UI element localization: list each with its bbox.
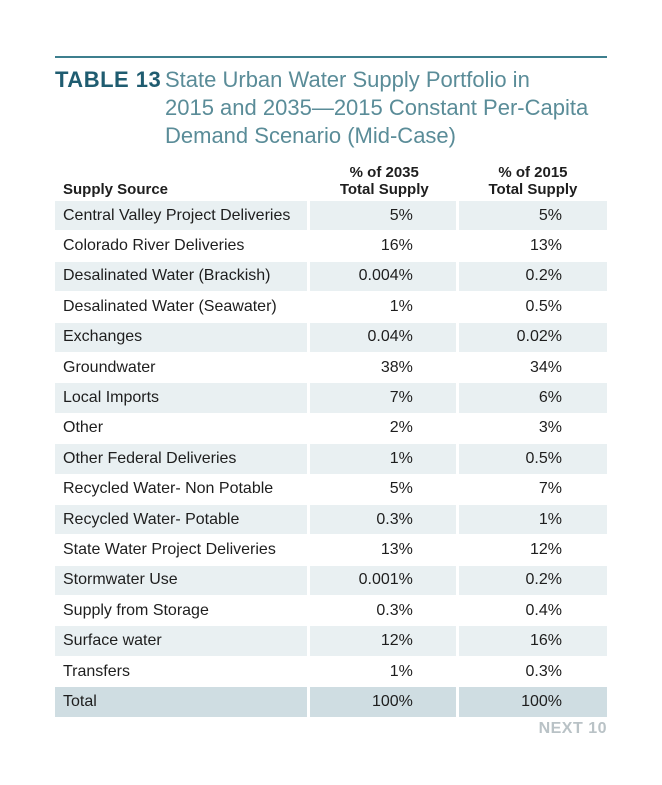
cell-pct-2015: 3%: [458, 414, 607, 445]
cell-supply-source: Recycled Water- Potable: [55, 504, 310, 536]
header-supply-source: Supply Source: [63, 181, 169, 198]
cell-pct-2035: 1%: [309, 656, 459, 688]
header-pct-2015-line2: Total Supply: [488, 181, 578, 198]
top-rule: [55, 56, 607, 58]
table-header-row: Supply Source % of 2035 Total Supply % o…: [55, 160, 607, 201]
cell-pct-2015: 0.02%: [458, 322, 607, 353]
table-row: Other 2% 3%: [55, 413, 607, 445]
header-pct-2035-line1: % of 2035: [349, 164, 419, 181]
header-pct-2015: % of 2015 Total Supply: [459, 160, 607, 201]
table-row: Desalinated Water (Brackish) 0.004% 0.2%: [55, 261, 607, 293]
cell-pct-2035: 7%: [309, 383, 459, 414]
table-row: Supply from Storage 0.3% 0.4%: [55, 596, 607, 627]
cell-pct-2015: 16%: [458, 626, 607, 657]
cell-supply-source: Central Valley Project Deliveries: [55, 201, 310, 232]
cell-pct-2015: 0.3%: [458, 657, 607, 688]
cell-pct-2035: 1%: [309, 292, 459, 323]
cell-pct-2035: 38%: [309, 352, 459, 384]
cell-pct-2015: 5%: [458, 201, 607, 232]
cell-pct-2035: 12%: [309, 626, 459, 657]
cell-pct-2035: 0.001%: [309, 565, 459, 597]
cell-pct-2015: 13%: [458, 231, 607, 262]
table-title-line-2: 2015 and 2035—2015 Constant Per-Capita: [165, 95, 589, 120]
cell-pct-2035: 0.04%: [309, 322, 459, 353]
cell-pct-2035: 0.004%: [309, 261, 459, 293]
table-row: Recycled Water- Potable 0.3% 1%: [55, 504, 607, 536]
cell-supply-source: Surface water: [55, 626, 310, 657]
cell-supply-source: Transfers: [55, 656, 310, 688]
cell-supply-source: Groundwater: [55, 352, 310, 384]
table-row: Stormwater Use 0.001% 0.2%: [55, 565, 607, 597]
cell-supply-source: Recycled Water- Non Potable: [55, 474, 310, 505]
cell-supply-source: Stormwater Use: [55, 565, 310, 597]
table-row: Groundwater 38% 34%: [55, 352, 607, 384]
cell-pct-2035: 5%: [309, 201, 459, 232]
cell-pct-2035: 5%: [309, 474, 459, 505]
table-row: Exchanges 0.04% 0.02%: [55, 322, 607, 353]
total-row: Total 100% 100%: [55, 687, 607, 718]
cell-supply-source: Colorado River Deliveries: [55, 231, 310, 262]
cell-pct-2035: 0.3%: [309, 596, 459, 627]
cell-supply-source: Other: [55, 413, 310, 445]
table-row: Transfers 1% 0.3%: [55, 656, 607, 688]
table-row: Colorado River Deliveries 16% 13%: [55, 231, 607, 262]
footer-brand: NEXT 10: [538, 720, 607, 737]
table-row: Central Valley Project Deliveries 5% 5%: [55, 201, 607, 232]
total-pct-2035: 100%: [309, 687, 459, 718]
cell-supply-source: Desalinated Water (Seawater): [55, 292, 310, 323]
table-row: Local Imports 7% 6%: [55, 383, 607, 414]
header-pct-2035-line2: Total Supply: [339, 181, 429, 198]
cell-supply-source: Desalinated Water (Brackish): [55, 261, 310, 293]
cell-pct-2035: 16%: [309, 231, 459, 262]
cell-supply-source: Local Imports: [55, 383, 310, 414]
cell-supply-source: Exchanges: [55, 322, 310, 353]
cell-pct-2035: 1%: [309, 444, 459, 475]
cell-pct-2015: 7%: [458, 475, 607, 505]
cell-pct-2035: 0.3%: [309, 504, 459, 536]
cell-pct-2015: 34%: [458, 353, 607, 384]
cell-supply-source: Other Federal Deliveries: [55, 444, 310, 475]
cell-pct-2035: 13%: [309, 535, 459, 566]
header-pct-2015-line1: % of 2015: [498, 164, 568, 181]
table-row: Surface water 12% 16%: [55, 626, 607, 657]
table-row: Other Federal Deliveries 1% 0.5%: [55, 444, 607, 475]
table-title-line-3: Demand Scenario (Mid-Case): [165, 123, 456, 148]
cell-pct-2015: 0.2%: [458, 261, 607, 293]
cell-pct-2015: 0.4%: [458, 596, 607, 627]
cell-supply-source: Supply from Storage: [55, 596, 310, 627]
table-row: Recycled Water- Non Potable 5% 7%: [55, 474, 607, 505]
cell-pct-2015: 0.2%: [458, 565, 607, 597]
header-pct-2035: % of 2035 Total Supply: [310, 160, 459, 201]
table-title-line-1: State Urban Water Supply Portfolio in: [165, 67, 530, 92]
table-body: Central Valley Project Deliveries 5% 5% Col…: [55, 201, 607, 718]
table-row: State Water Project Deliveries 13% 12%: [55, 535, 607, 566]
table-number: TABLE 13: [55, 67, 162, 92]
supply-table: Supply Source % of 2035 Total Supply % o…: [55, 160, 607, 718]
total-pct-2015: 100%: [458, 687, 607, 718]
cell-pct-2015: 1%: [458, 504, 607, 536]
cell-pct-2015: 0.5%: [458, 444, 607, 475]
cell-pct-2015: 6%: [458, 383, 607, 414]
table-row: Desalinated Water (Seawater) 1% 0.5%: [55, 292, 607, 323]
cell-pct-2035: 2%: [309, 413, 459, 445]
total-label: Total: [55, 687, 310, 718]
cell-pct-2015: 0.5%: [458, 292, 607, 323]
cell-supply-source: State Water Project Deliveries: [55, 535, 310, 566]
cell-pct-2015: 12%: [458, 535, 607, 566]
